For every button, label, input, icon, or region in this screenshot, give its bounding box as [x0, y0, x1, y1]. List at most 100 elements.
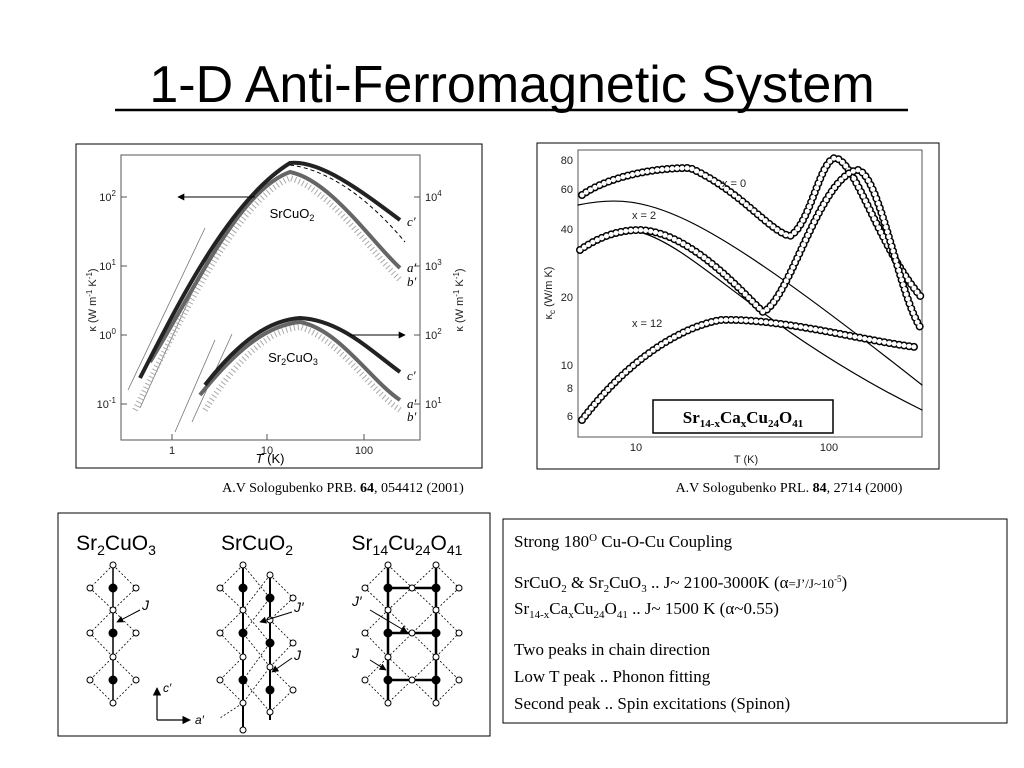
- y-tick-label: 60: [561, 184, 573, 196]
- text-part: CuO: [286, 350, 313, 365]
- atom: [289, 639, 297, 647]
- plot-frame: [120, 154, 421, 441]
- data-curve: [577, 167, 925, 333]
- atom: [239, 606, 247, 614]
- caption: A.V Sologubenko PRB. 64, 054412 (2001): [222, 481, 464, 496]
- atom: [86, 584, 94, 592]
- y-tick-label: 8: [567, 383, 573, 395]
- data-curve: [138, 160, 402, 379]
- structures-frame: [57, 512, 491, 737]
- coupling-label: J: [351, 645, 360, 661]
- curves: [576, 153, 926, 424]
- atom: [431, 583, 441, 593]
- text-part: 41: [617, 609, 628, 621]
- curve-label: c′: [407, 368, 416, 383]
- atom: [361, 676, 369, 684]
- atom: [289, 594, 297, 602]
- x-axis-label: T (K): [256, 451, 285, 466]
- data-curve: [579, 317, 918, 423]
- text-part: 0: [112, 327, 117, 336]
- y2-axis-label: κ (W m-1 K-1): [452, 268, 466, 331]
- note-line: Sr14-xCaxCu24O41 .. J~ 1500 K (α~0.55): [514, 599, 779, 621]
- compound-label: Sr2CuO3: [268, 350, 318, 367]
- text-part: 2: [281, 357, 286, 367]
- atom: [361, 584, 369, 592]
- y-tick-label: 80: [561, 155, 573, 167]
- series-label: x = 2: [632, 210, 656, 222]
- text-part: x: [568, 609, 574, 621]
- y-tick-label: 10: [561, 360, 573, 372]
- text-part: O: [431, 532, 447, 555]
- text-part: (K): [264, 451, 285, 466]
- atom: [86, 629, 94, 637]
- atom: [384, 699, 392, 707]
- label-arrow: [259, 611, 293, 624]
- structure-title: Sr2CuO3: [76, 532, 156, 558]
- atom: [109, 561, 117, 569]
- y-tick-label: 100: [99, 327, 116, 342]
- axis-label: a′: [195, 713, 205, 727]
- text-part: κ (W m: [454, 297, 466, 332]
- text-part: c: [548, 310, 557, 314]
- coupling-label: J: [293, 647, 302, 663]
- note-line: Low T peak .. Phonon fitting: [514, 667, 711, 686]
- text-part: 14-x: [700, 418, 721, 430]
- text-part: Cu: [746, 408, 768, 427]
- atom: [361, 629, 369, 637]
- y-tick-label: 101: [99, 258, 116, 273]
- data-curve: [579, 155, 925, 301]
- text-part: Cu: [388, 532, 415, 555]
- text-part: κ (W m: [87, 297, 99, 332]
- atom: [455, 629, 463, 637]
- text-part: 2: [309, 213, 314, 223]
- label-arrow: [116, 609, 141, 623]
- text-part: x: [741, 418, 747, 430]
- y-tick-label: 102: [99, 189, 116, 204]
- text-part: 41: [792, 418, 803, 430]
- atom: [455, 676, 463, 684]
- curve-label: a′: [407, 396, 417, 411]
- atom: [384, 606, 392, 614]
- curve-label: a′: [407, 260, 417, 275]
- text-part: (W/m K): [543, 267, 555, 310]
- figure-left: 102 101 100 10-1 104 103 102 101 1 10 10…: [75, 143, 483, 469]
- atom: [108, 628, 118, 638]
- atom: [431, 675, 441, 685]
- atom: [266, 708, 274, 716]
- atom: [239, 699, 247, 707]
- atom: [132, 629, 140, 637]
- atom: [432, 653, 440, 661]
- fit-line: [639, 231, 923, 411]
- text-part: , 2714 (2000): [827, 481, 903, 496]
- double-chain-diagram: [216, 561, 297, 734]
- atom: [455, 584, 463, 592]
- text-part: Sr: [76, 532, 97, 555]
- coupling-label: J′: [351, 593, 363, 609]
- data-curve: [132, 174, 403, 412]
- text-part: 10: [99, 261, 111, 273]
- text-part: Cu-O-Cu Coupling: [597, 532, 733, 551]
- text-part: 1: [437, 396, 442, 405]
- y2-tick-label: 103: [425, 258, 442, 273]
- atom: [238, 583, 248, 593]
- text-part: SrCuO: [221, 532, 285, 555]
- curve-labels: c′ a′ b′ c′ a′ b′: [407, 214, 417, 424]
- atom: [408, 629, 416, 637]
- model-curve: [289, 164, 406, 243]
- atom: [216, 629, 224, 637]
- text-part: Sr: [514, 599, 529, 618]
- atom: [109, 606, 117, 614]
- text-part: 10: [425, 192, 437, 204]
- text-part: 10: [425, 330, 437, 342]
- text-part: .. J~ 1500 K (: [628, 599, 726, 618]
- text-part: Sr: [683, 408, 700, 427]
- text-part: A.V Sologubenko PRB.: [222, 481, 360, 496]
- atom: [239, 726, 247, 734]
- atom: [432, 699, 440, 707]
- text-part: Strong 180: [514, 532, 589, 551]
- text-part: 10: [425, 261, 437, 273]
- data-curve: [198, 319, 402, 402]
- text-part: O: [779, 408, 792, 427]
- tick-marks: [121, 196, 420, 440]
- y-tick-label: 40: [561, 224, 573, 236]
